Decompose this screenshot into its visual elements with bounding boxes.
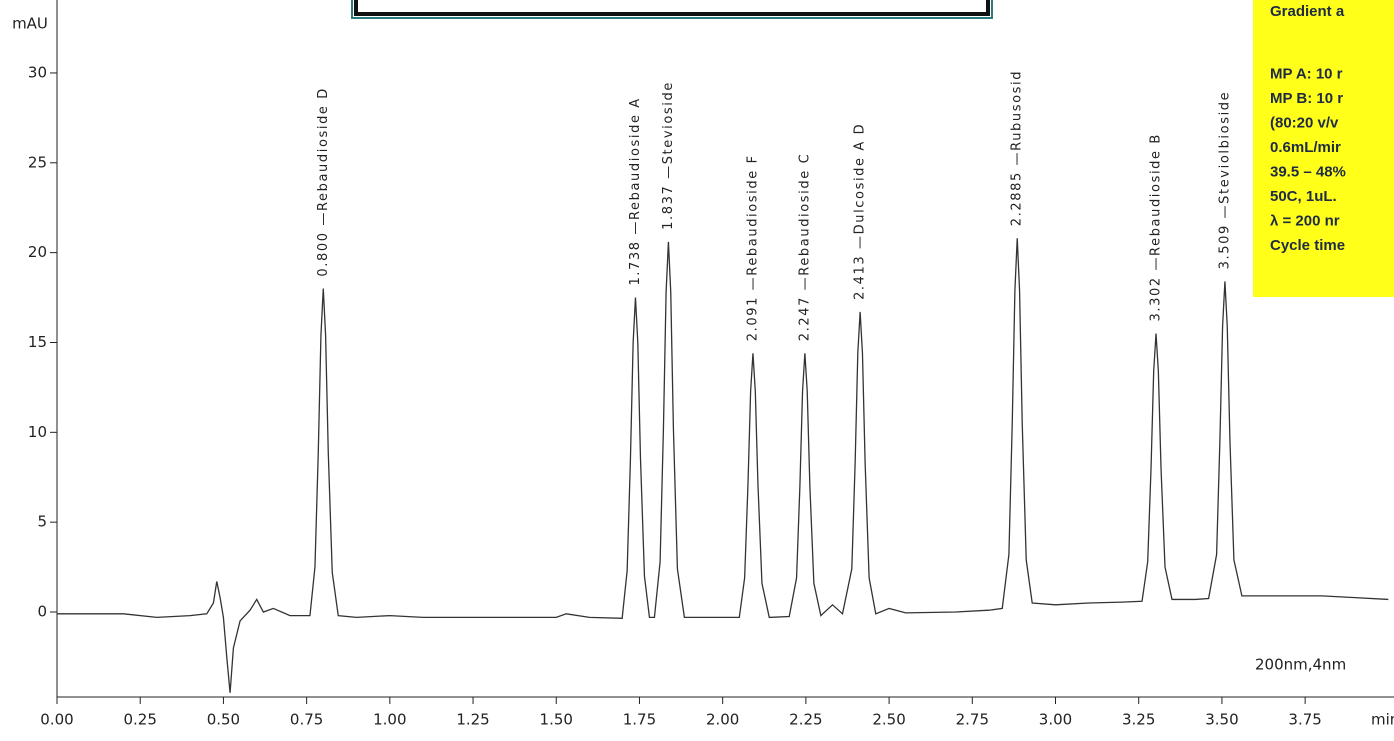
x-tick-label: 1.75 [623,711,656,729]
info-note: MP A: 10 r [1270,65,1343,82]
info-box [1253,0,1394,297]
x-tick-label: 1.00 [373,711,406,729]
x-tick-label: 0.25 [124,711,157,729]
info-note: 50C, 1uL. [1270,188,1337,205]
peak-label: 0.800 —Rebaudioside D [316,87,331,276]
info-note: (80:20 v/v [1270,114,1339,131]
y-tick-label: 25 [28,153,47,171]
peak-label: 3.302 —Rebaudioside B [1149,133,1164,321]
header-box [354,0,990,16]
y-tick-label: 30 [28,63,47,81]
info-note: MP B: 10 r [1270,90,1343,107]
y-tick-label: 10 [28,423,47,441]
peak-label: 2.2885 —Rubusosid [1010,70,1025,226]
x-tick-label: 2.50 [872,711,905,729]
x-tick-label: 1.50 [540,711,573,729]
x-tick-label: 3.75 [1288,711,1321,729]
peak-label: 2.413 —Dulcoside A D [853,123,868,300]
x-tick-label: 3.25 [1122,711,1155,729]
x-axis-label: min [1371,711,1394,729]
y-tick-label: 15 [28,333,47,351]
y-axis-label: mAU [12,15,48,33]
peak-label: 2.247 —Rebaudioside C [797,153,812,342]
header-box-border [351,0,993,19]
x-tick-label: 1.25 [456,711,489,729]
peak-label: 1.837 —Stevioside [661,81,676,230]
info-note: Gradient a [1270,3,1345,20]
x-tick-label: 2.25 [789,711,822,729]
info-note: Cycle time [1270,237,1345,254]
x-tick-label: 3.50 [1205,711,1238,729]
info-note: 0.6mL/mir [1270,139,1341,156]
x-tick-label: 3.00 [1039,711,1072,729]
y-tick-label: 5 [37,513,47,531]
info-note: λ = 200 nr [1270,212,1340,229]
y-tick-label: 0 [37,603,47,621]
trace [57,238,1389,693]
peak-label: 1.738 —Rebaudioside A [628,97,643,285]
detector-label: 200nm,4nm [1255,656,1346,674]
info-note: 39.5 – 48% [1270,163,1346,180]
peak-label: 2.091 —Rebaudioside F [745,154,760,341]
x-tick-label: 0.00 [40,711,73,729]
x-tick-label: 0.50 [207,711,240,729]
y-tick-label: 20 [28,243,47,261]
x-tick-label: 2.00 [706,711,739,729]
x-tick-label: 2.75 [956,711,989,729]
peak-label: 3.509 —Steviolbioside [1217,91,1232,270]
x-tick-label: 0.75 [290,711,323,729]
